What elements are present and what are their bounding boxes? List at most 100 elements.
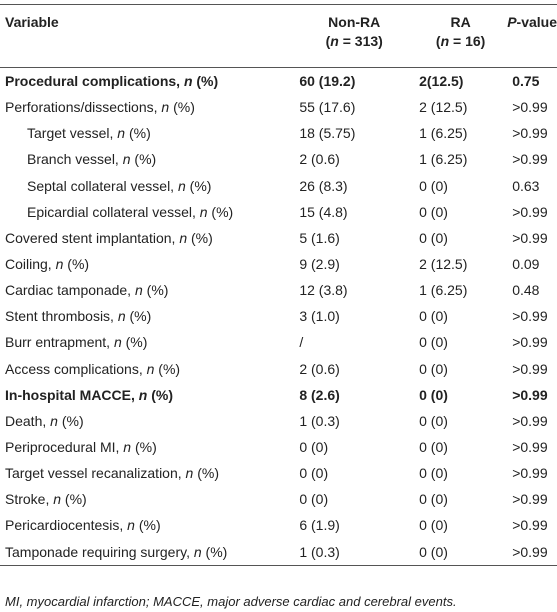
row-label: Tamponade requiring surgery, n (%) xyxy=(0,538,295,566)
cell: 2(12.5) xyxy=(419,73,464,90)
cell: >0.99 xyxy=(512,360,548,377)
table-row: Perforations/dissections, n (%) 55 (17.6)… xyxy=(0,94,557,120)
row-label: Burr entrapment, n (%) xyxy=(5,334,148,351)
cell: 0.09 xyxy=(512,256,540,273)
row-label: Death, n (%) xyxy=(5,412,84,429)
header-text: RA xyxy=(450,14,471,30)
cell: >0.99 xyxy=(512,151,548,168)
cell: 8 (2.6) xyxy=(299,386,340,403)
cell: >0.99 xyxy=(512,203,548,220)
cell: 12 (3.8) xyxy=(299,282,348,299)
header-text: (n = 16) xyxy=(435,33,486,49)
footnote: MI, myocardial infarction; MACCE, major … xyxy=(5,594,457,609)
header-cell: Variable xyxy=(0,4,295,68)
table-row: Target vessel recanalization, n (%) 0 (0)… xyxy=(0,460,557,486)
row-label: Procedural complications, n (%) xyxy=(5,73,219,90)
cell: 1 (6.25) xyxy=(419,282,468,299)
cell: 0 (0) xyxy=(419,439,448,456)
cell: 0 (0) xyxy=(419,360,448,377)
cell: 5 (1.6) xyxy=(299,229,340,246)
cell: >0.99 xyxy=(512,517,548,534)
header-text: (n = 313) xyxy=(325,33,383,49)
cell: 0 (0) xyxy=(419,334,448,351)
cell: 0 (0) xyxy=(419,203,448,220)
cell: / xyxy=(299,334,304,351)
cell: >0.99 xyxy=(512,125,548,142)
table-row: Stent thrombosis, n (%) 3 (1.0) 0 (0) >0.99 xyxy=(0,303,557,329)
cell: 0 (0) xyxy=(419,386,448,403)
cell: 9 (2.9) xyxy=(299,256,340,273)
row-label: Target vessel, n (%) xyxy=(27,125,151,142)
cell: 0.63 xyxy=(512,177,540,194)
cell: >0.99 xyxy=(512,99,548,116)
row-label: Target vessel recanalization, n (%) xyxy=(5,465,220,482)
cell: 0 (0) xyxy=(419,229,448,246)
row-label: Stent thrombosis, n (%) xyxy=(5,308,152,325)
row-label: In-hospital MACCE, n (%) xyxy=(5,386,174,403)
cell: >0.99 xyxy=(512,386,548,403)
table-row: In-hospital MACCE, n (%) 8 (2.6) 0 (0) >0.9… xyxy=(0,382,557,408)
cell: 0 (0) xyxy=(419,465,448,482)
row-label: Cardiac tamponade, n (%) xyxy=(5,282,169,299)
header-cell: P-value xyxy=(507,4,557,68)
cell: 2 (0.6) xyxy=(299,360,340,377)
cell: 0 (0) xyxy=(299,439,329,456)
cell: 0.75 xyxy=(512,73,540,90)
cell: 2 (12.5) xyxy=(419,99,468,116)
header-cell: RA (n = 16) xyxy=(414,4,508,68)
cell: 60 (19.2) xyxy=(299,73,356,90)
cell: >0.99 xyxy=(512,439,548,456)
cell: 0 (0) xyxy=(419,308,448,325)
cell: 0 (0) xyxy=(419,517,448,534)
header-cell: Non-RA (n = 313) xyxy=(294,4,415,68)
table-row: Coiling, n (%) 9 (2.9) 2 (12.5) 0.09 xyxy=(0,251,557,277)
cell: 0 (0) xyxy=(419,177,448,194)
row-label: Covered stent implantation, n (%) xyxy=(5,229,213,246)
cell: 3 (1.0) xyxy=(299,308,340,325)
table-row: Pericardiocentesis, n (%) 6 (1.9) 0 (0) >0.… xyxy=(0,512,557,538)
cell: 0 (0) xyxy=(414,538,508,566)
row-label: Septal collateral vessel, n (%) xyxy=(27,177,212,194)
cell: 2 (0.6) xyxy=(299,151,340,168)
table-row: Death, n (%) 1 (0.3) 0 (0) >0.99 xyxy=(0,408,557,434)
cell: 6 (1.9) xyxy=(299,517,340,534)
cell: 18 (5.75) xyxy=(299,125,356,142)
row-label: Access complications, n (%) xyxy=(5,360,181,377)
cell: 1 (0.3) xyxy=(294,538,415,566)
table-row: Branch vessel, n (%) 2 (0.6) 1 (6.25) >0.99 xyxy=(0,146,557,172)
row-label: Pericardiocentesis, n (%) xyxy=(5,517,161,534)
cell: 1 (0.3) xyxy=(299,412,340,429)
row-label: Perforations/dissections, n (%) xyxy=(5,99,195,116)
cell: >0.99 xyxy=(512,334,548,351)
cell: 26 (8.3) xyxy=(299,177,348,194)
cell: >0.99 xyxy=(507,538,557,566)
header-text: Non-RA xyxy=(328,14,381,30)
row-label: Periprocedural MI, n (%) xyxy=(5,439,157,456)
cell: 2 (12.5) xyxy=(419,256,468,273)
table-row: Cardiac tamponade, n (%) 12 (3.8) 1 (6.25)… xyxy=(0,277,557,303)
cell: 1 (6.25) xyxy=(419,125,468,142)
row-label: Stroke, n (%) xyxy=(5,491,87,508)
table-body: Procedural complications, n (%) 60 (19.2)… xyxy=(0,68,557,566)
table-row: Procedural complications, n (%) 60 (19.2)… xyxy=(0,68,557,95)
cell: 0.48 xyxy=(512,282,540,299)
cell: 55 (17.6) xyxy=(299,99,356,116)
cell: 1 (6.25) xyxy=(419,151,468,168)
results-table: Variable Non-RA (n = 313) RA (n = 16) P-va… xyxy=(0,4,557,566)
table-row: Tamponade requiring surgery, n (%) 1 (0.3… xyxy=(0,538,557,566)
cell: 0 (0) xyxy=(299,465,329,482)
table-row: Target vessel, n (%) 18 (5.75) 1 (6.25) >0.… xyxy=(0,120,557,146)
table-row: Access complications, n (%) 2 (0.6) 0 (0) >… xyxy=(0,356,557,382)
cell: >0.99 xyxy=(512,465,548,482)
cell: >0.99 xyxy=(512,308,548,325)
cell: 15 (4.8) xyxy=(299,203,348,220)
cell: 0 (0) xyxy=(299,491,329,508)
table-row: Stroke, n (%) 0 (0) 0 (0) >0.99 xyxy=(0,486,557,512)
cell: >0.99 xyxy=(512,229,548,246)
table-row: Covered stent implantation, n (%) 5 (1.6)… xyxy=(0,225,557,251)
cell: >0.99 xyxy=(512,412,548,429)
cell: >0.99 xyxy=(512,491,548,508)
cell: 0 (0) xyxy=(419,412,448,429)
row-label: Coiling, n (%) xyxy=(5,256,90,273)
